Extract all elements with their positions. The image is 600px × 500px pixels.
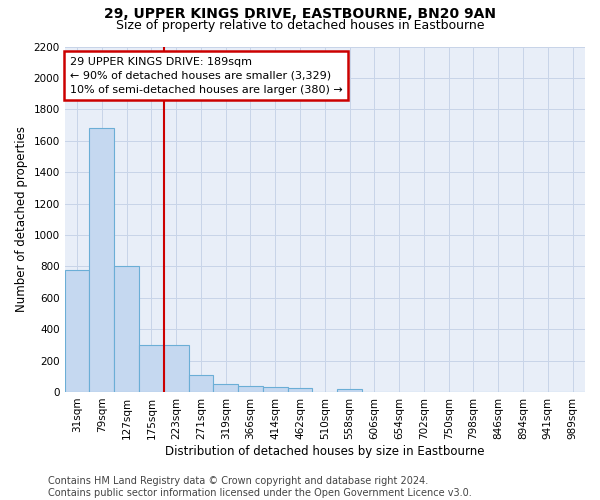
- Bar: [114, 266, 139, 392]
- Bar: [89, 128, 114, 392]
- Text: Contains HM Land Registry data © Crown copyright and database right 2024.
Contai: Contains HM Land Registry data © Crown c…: [48, 476, 472, 498]
- Bar: [214, 384, 238, 392]
- Bar: [65, 270, 89, 392]
- Bar: [164, 345, 188, 392]
- Bar: [263, 387, 287, 392]
- Text: Size of property relative to detached houses in Eastbourne: Size of property relative to detached ho…: [116, 19, 484, 32]
- Bar: [287, 388, 313, 392]
- Y-axis label: Number of detached properties: Number of detached properties: [15, 126, 28, 312]
- Bar: [188, 374, 214, 392]
- Text: 29, UPPER KINGS DRIVE, EASTBOURNE, BN20 9AN: 29, UPPER KINGS DRIVE, EASTBOURNE, BN20 …: [104, 8, 496, 22]
- Bar: [139, 345, 164, 392]
- Bar: [337, 389, 362, 392]
- X-axis label: Distribution of detached houses by size in Eastbourne: Distribution of detached houses by size …: [165, 444, 485, 458]
- Text: 29 UPPER KINGS DRIVE: 189sqm
← 90% of detached houses are smaller (3,329)
10% of: 29 UPPER KINGS DRIVE: 189sqm ← 90% of de…: [70, 57, 343, 95]
- Bar: [238, 386, 263, 392]
